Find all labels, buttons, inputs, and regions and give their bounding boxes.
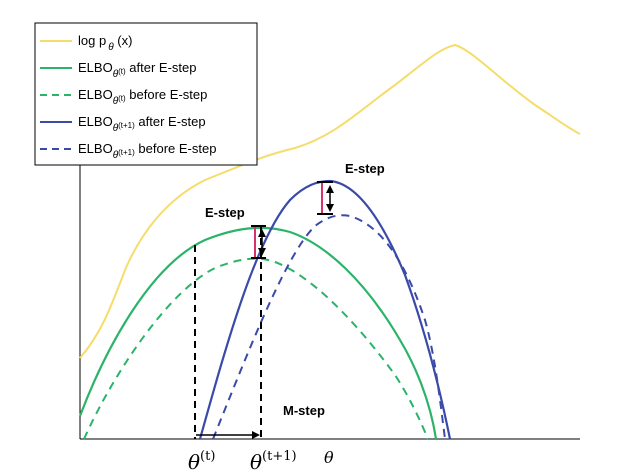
- legend-label: ELBOθ(t+1) before E-step: [78, 141, 216, 161]
- estep-2-label: E-step: [345, 161, 385, 176]
- legend-label: ELBOθ(t) before E-step: [78, 87, 207, 107]
- legend-row: ELBOθ(t+1) after E-step: [40, 114, 206, 134]
- theta-axis-label: θ: [324, 448, 334, 467]
- elbo-t1-before-curve: [212, 214, 446, 440]
- mstep-label: M-step: [283, 403, 325, 418]
- theta-t-label: θ(t): [188, 449, 215, 474]
- legend-row: ELBOθ(t) after E-step: [40, 60, 197, 80]
- legend-row: ELBOθ(t) before E-step: [40, 87, 207, 107]
- legend-label: ELBOθ(t+1) after E-step: [78, 114, 206, 134]
- elbo-t-after-curve: [78, 226, 438, 440]
- legend-row: ELBOθ(t+1) before E-step: [40, 141, 216, 161]
- estep-1-label: E-step: [205, 205, 245, 220]
- theta-t1-label: θ(t+1): [250, 449, 297, 474]
- log-likelihood-curve: [79, 43, 581, 359]
- legend-label: ELBOθ(t) after E-step: [78, 60, 197, 80]
- elbo-t-before-curve: [83, 257, 429, 440]
- legend-box: [34, 22, 258, 166]
